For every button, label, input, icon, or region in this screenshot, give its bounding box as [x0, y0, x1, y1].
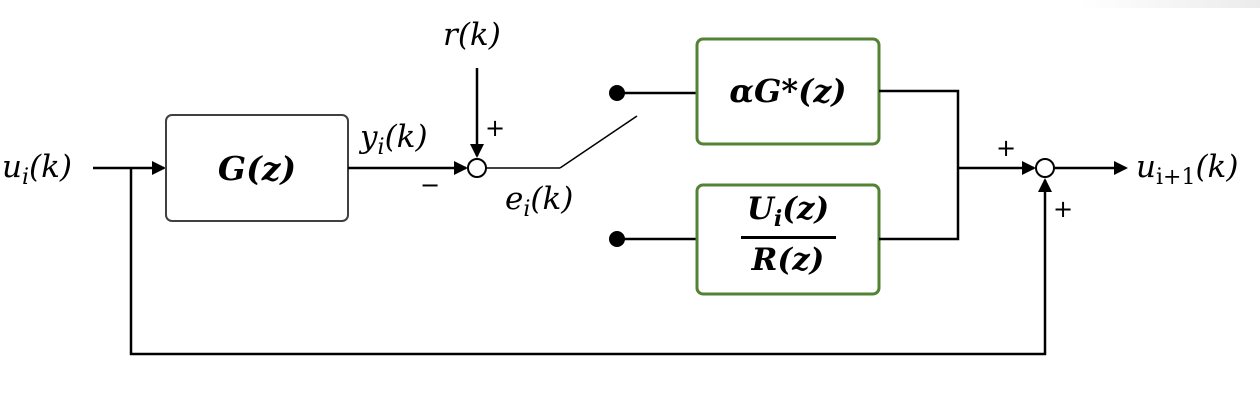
ratio-numerator-subscript: i: [773, 206, 783, 233]
reference-text: r(k): [443, 17, 501, 53]
output-symbol: u: [1136, 149, 1156, 185]
ratio-denominator: R(z): [751, 242, 825, 279]
output-subscript: i+1: [1155, 165, 1196, 191]
plant-block-label: G(z): [166, 152, 348, 185]
feedback-minus-sign: −: [420, 173, 440, 197]
sum2-plus-top-text: +: [996, 134, 1017, 162]
sum2-plus-top-sign: +: [996, 136, 1016, 160]
feedback-minus-text: −: [420, 171, 441, 199]
error-subscript: i: [523, 197, 531, 223]
input-symbol: u: [2, 149, 22, 185]
input-subscript: i: [21, 165, 30, 191]
summing-junction-1: [467, 158, 487, 178]
sum2-plus-bottom-sign: +: [1053, 197, 1073, 221]
ratio-block-label: Ui(z) R(z): [697, 194, 879, 276]
reference-label: r(k): [443, 20, 501, 51]
error-label: ei(k): [505, 184, 573, 221]
output-argument: (k): [1195, 149, 1239, 185]
summing-junction-2: [1035, 158, 1055, 178]
adjoint-output-wire: [879, 89, 960, 241]
plant-output-subscript: i: [377, 135, 385, 161]
ref-plus-text: +: [485, 114, 506, 142]
plant-output-label: yi(k): [360, 122, 428, 159]
ratio-numerator: Ui(z): [697, 191, 879, 233]
feedforward-loop-wire: [129, 168, 1052, 356]
plant-output-symbol: y: [360, 119, 378, 155]
output-label: ui+1(k): [1136, 152, 1238, 189]
input-argument: (k): [29, 149, 72, 185]
adjoint-block-text: αG*(z): [729, 72, 847, 110]
plant-output-argument: (k): [384, 119, 428, 155]
top-right-fade: [1080, 0, 1260, 8]
ratio-numerator-argument: (z): [782, 191, 830, 227]
switch-arm: [559, 115, 638, 169]
input-label: ui(k): [2, 152, 72, 189]
ref-plus-sign: +: [485, 116, 505, 140]
sum2-plus-bottom-text: +: [1053, 195, 1074, 223]
adjoint-block-label: αG*(z): [697, 75, 879, 107]
ratio-numerator-symbol: U: [746, 191, 774, 227]
fraction-bar: [740, 236, 836, 240]
error-argument: (k): [530, 181, 574, 217]
plant-block-text: G(z): [217, 149, 297, 188]
error-symbol: e: [505, 181, 524, 217]
